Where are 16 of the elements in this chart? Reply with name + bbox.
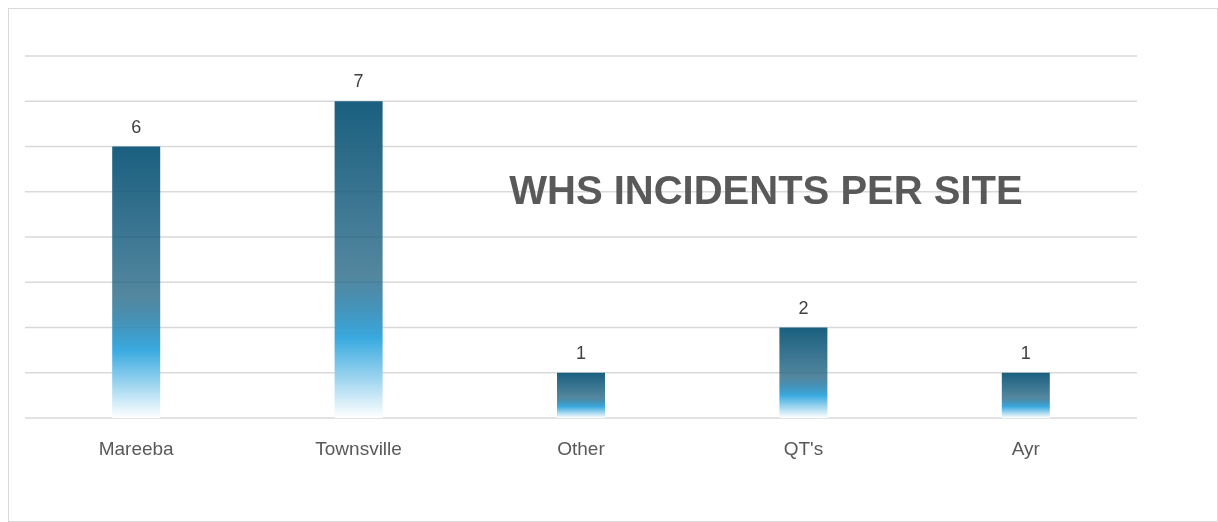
bar (1001, 372, 1050, 418)
text: WHS INCIDENTS PER SITE (509, 168, 1023, 212)
bar (779, 327, 828, 418)
x-tick-label: QT's (783, 438, 824, 459)
bar (112, 146, 161, 418)
x-tick-label: Ayr (1011, 438, 1041, 459)
data-label: 1 (575, 342, 587, 363)
data-label: 2 (798, 297, 809, 318)
bar (334, 101, 383, 418)
data-label: 6 (131, 116, 142, 137)
bar (557, 372, 605, 418)
x-tick-label: Other (557, 438, 606, 459)
x-tick-label: Mareeba (98, 438, 175, 459)
data-label: 1 (1020, 342, 1031, 363)
data-label: 7 (353, 71, 364, 92)
x-tick-label: Townsville (315, 438, 402, 459)
